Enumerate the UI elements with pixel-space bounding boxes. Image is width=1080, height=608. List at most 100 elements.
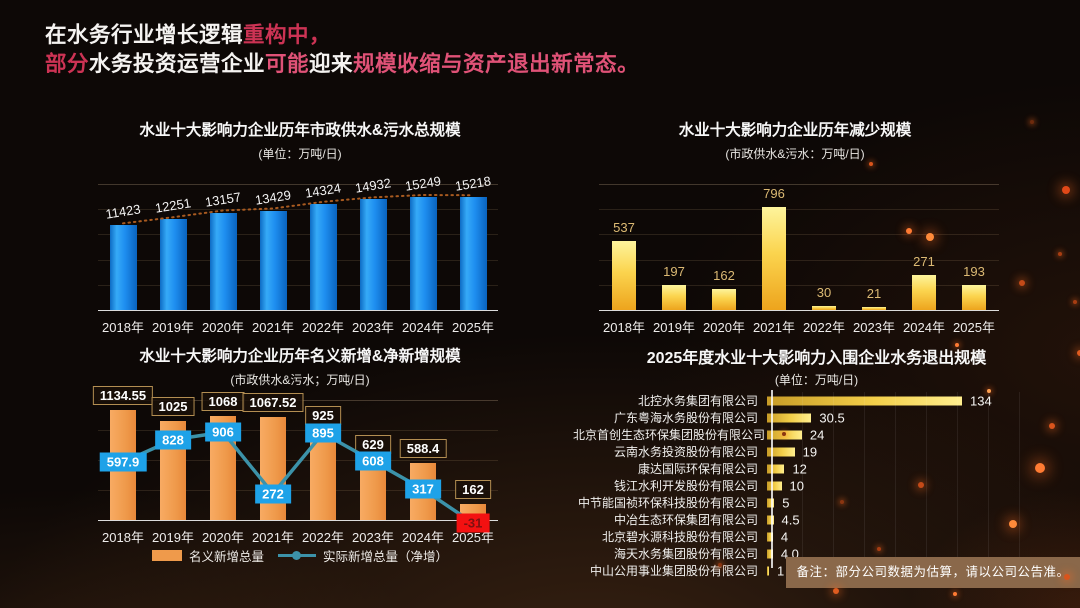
company-label: 北控水务集团有限公司 [637,394,758,408]
bar-value-label: 588.4 [399,438,447,458]
bar [409,197,437,310]
bar-value-label: 4.5 [781,512,800,527]
company-label: 海天水务集团股份有限公司 [613,547,758,561]
company-row: 广东粤海水务股份有限公司 30.5 [573,409,1033,426]
bar [309,203,337,310]
legend-line-label: 实际新增总量（净增） [323,550,449,564]
bar [767,498,775,507]
bar-value-label: 30.5 [819,410,845,425]
chart-exit-scale: 2025年度水业十大影响力入围企业水务退出规模 (单位：万吨/日) 北控水务集团… [573,338,1060,578]
ember-dot-icon [782,432,786,436]
bar [767,481,782,490]
gridline [957,392,958,566]
headline: 在水务行业增长逻辑重构中， 部分水务投资运营企业可能迎来规模收缩与资产退出新常态… [45,21,639,79]
bar-value-label: 5 [782,495,790,510]
bar-track: 24 [767,426,1033,443]
x-axis-label: 2022年 [302,530,344,545]
ember-dot-icon [1077,350,1080,356]
bar [767,447,795,456]
chart-subtitle: (单位：万吨/日) [258,147,342,161]
x-axis-label: 2021年 [252,530,294,545]
headline-segment: 重构中， [243,23,332,47]
bar-value-label: 4 [780,529,789,544]
bar-value-label: 10 [789,478,805,493]
line-point-label: 608 [355,451,391,471]
headline-line2: 部分水务投资运营企业可能迎来规模收缩与资产退出新常态。 [45,50,639,79]
gridline [926,392,927,566]
x-axis-label: 2021年 [753,320,795,335]
company-label: 中冶生态环保集团有限公司 [613,513,758,527]
bar-value-label: 197 [663,263,685,279]
headline-segment: 迎来 [309,52,354,76]
bar [767,549,773,558]
chart-new-net-scale: 水业十大影响力企业历年名义新增&净新增规模 (市政供水&污水；万吨/日) 113… [82,338,518,602]
bar-track: 1 [767,562,1033,579]
chart-reduced-scale: 水业十大影响力企业历年减少规模 (市政供水&污水：万吨/日) 537 2018年 1… [573,112,1017,338]
chart-legend: 名义新增总量 实际新增总量（净增） [82,546,518,565]
line-point-label: 828 [155,430,191,450]
gridline [802,392,803,566]
company-label: 中山公用事业集团股份有限公司 [589,564,758,578]
gridline [98,284,498,286]
x-axis [98,309,498,311]
x-axis-label: 2018年 [603,320,645,335]
bar-value-label: 1 [777,563,785,578]
gridline [988,392,989,566]
company-label: 康达国际环保有限公司 [637,462,758,476]
company-row: 北京首创生态环保集团股份有限公司 24 [573,426,1033,443]
gridline [98,490,498,491]
company-row: 康达国际环保有限公司 12 [573,460,1033,477]
gridline [98,234,498,236]
headline-line1: 在水务行业增长逻辑重构中， [45,21,639,50]
headline-segment: 水务投资运营企业 [89,52,266,76]
company-row: 北京碧水源科技股份有限公司 4 [573,528,1033,545]
chart-title: 水业十大影响力企业历年名义新增&净新增规模 [139,348,461,365]
ember-dot-icon [869,162,873,166]
bar [359,199,387,310]
company-row: 北控水务集团有限公司 134 [573,392,1033,409]
line-point-label: 906 [205,422,241,442]
x-axis-label: 2024年 [402,320,444,335]
bar-value-label: 1067.52 [242,392,304,412]
bar [459,197,487,310]
ember-dot-icon [1073,300,1077,304]
x-axis-label: 2023年 [352,530,394,545]
ember-dot-icon [1019,280,1025,286]
chart-total-scale: 水业十大影响力企业历年市政供水&污水总规模 (单位：万吨/日) 11423 201… [82,112,518,338]
x-axis-label: 2019年 [152,530,194,545]
company-label: 北京首创生态环保集团股份有限公司 [573,428,766,442]
bar [767,566,769,575]
y-axis [771,390,773,568]
gridline [98,460,498,461]
x-axis-label: 2021年 [252,320,294,335]
x-axis-label: 2019年 [653,320,695,335]
bar [767,396,962,405]
bar [159,219,187,310]
bar-value-label: 1068 [201,392,245,412]
bar-value-label: 193 [963,264,985,280]
bar [962,285,986,310]
plot-area: 11423 2018年 12251 2019年 13157 2020年 13429 2021年… [98,173,498,335]
bar [862,307,886,310]
bar-value-label: 21 [866,286,882,302]
x-axis-label: 2020年 [202,320,244,335]
headline-segment: 可能 [265,52,310,76]
footnote: 备注：部分公司数据为估算，请以公司公告准。 [786,557,1080,588]
bar-value-label: 12 [792,461,807,476]
bar-value-label: 1134.55 [92,386,154,405]
x-axis-label: 2024年 [903,320,945,335]
ember-dot-icon [1058,252,1062,256]
bar-value-label: 162 [713,268,735,284]
gridline [895,392,896,566]
bar [712,289,736,310]
x-axis-label: 2024年 [402,530,444,545]
bar-value-label: 30 [816,285,832,301]
bar-value-label: 925 [305,406,341,426]
bar [209,212,237,310]
ember-dot-icon [926,233,934,241]
x-axis-label: 2023年 [352,320,394,335]
ember-dot-icon [877,547,881,551]
x-axis-label: 2023年 [853,320,895,335]
company-label: 广东粤海水务股份有限公司 [613,411,758,425]
